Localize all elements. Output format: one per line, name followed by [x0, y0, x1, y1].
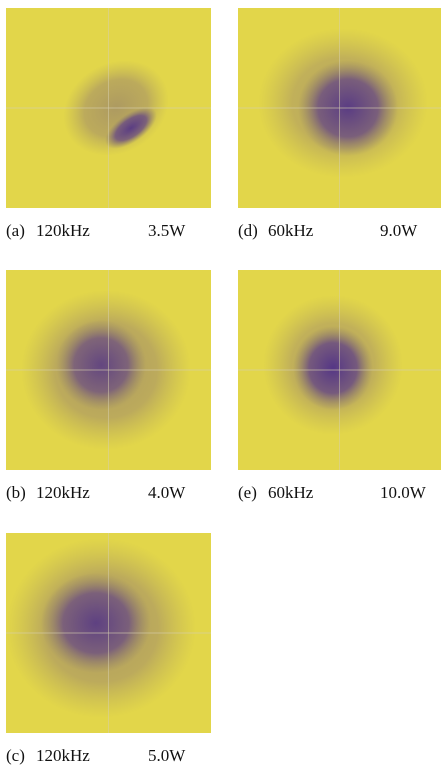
photo [6, 8, 211, 208]
caption-label: (b) [6, 483, 26, 502]
caption-frequency: 60kHz [268, 483, 314, 502]
caption-label: (d) [238, 221, 258, 240]
caption-frequency: 60kHz [268, 221, 314, 240]
caption-power: 9.0W [380, 221, 418, 240]
photo [238, 8, 441, 208]
caption: (e) 60kHz 10.0W [238, 483, 441, 505]
caption: (d) 60kHz 9.0W [238, 221, 441, 243]
caption-label: (e) [238, 483, 257, 502]
caption: (a) 120kHz 3.5W [6, 221, 211, 243]
caption-label: (a) [6, 221, 25, 240]
caption-frequency: 120kHz [36, 483, 90, 502]
photo [6, 533, 211, 733]
caption-power: 3.5W [148, 221, 186, 240]
caption-power: 5.0W [148, 746, 186, 765]
caption-frequency: 120kHz [36, 221, 90, 240]
photo [238, 270, 441, 470]
photo [6, 270, 211, 470]
caption-frequency: 120kHz [36, 746, 90, 765]
caption: (b) 120kHz 4.0W [6, 483, 211, 505]
caption-power: 10.0W [380, 483, 426, 502]
caption-power: 4.0W [148, 483, 186, 502]
caption: (c) 120kHz 5.0W [6, 746, 211, 765]
caption-label: (c) [6, 746, 25, 765]
